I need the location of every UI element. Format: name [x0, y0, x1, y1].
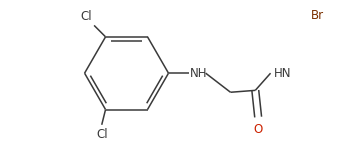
Text: Cl: Cl — [96, 128, 108, 141]
Text: Br: Br — [311, 9, 324, 22]
Text: O: O — [253, 123, 263, 136]
Text: HN: HN — [274, 67, 292, 80]
Text: NH: NH — [189, 67, 207, 80]
Text: Cl: Cl — [81, 10, 92, 22]
